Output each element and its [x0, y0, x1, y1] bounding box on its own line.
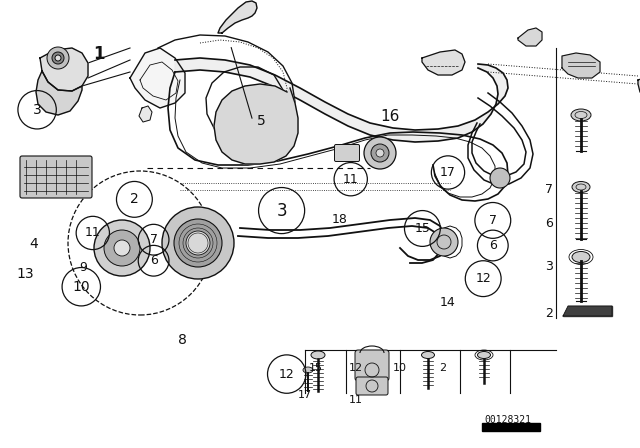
Circle shape: [430, 228, 458, 256]
Text: 10: 10: [392, 363, 406, 373]
Circle shape: [186, 231, 210, 255]
Text: 7: 7: [545, 182, 553, 196]
Text: 1: 1: [93, 45, 105, 63]
Circle shape: [55, 55, 61, 61]
Circle shape: [114, 240, 130, 256]
Circle shape: [162, 207, 234, 279]
Text: 17: 17: [440, 166, 456, 179]
Ellipse shape: [303, 367, 313, 373]
Text: 6: 6: [150, 254, 157, 267]
Ellipse shape: [572, 181, 590, 193]
Text: 2: 2: [545, 307, 553, 320]
Circle shape: [371, 144, 389, 162]
Circle shape: [47, 47, 69, 69]
Text: 3: 3: [545, 260, 553, 273]
Text: 7: 7: [150, 233, 157, 246]
Polygon shape: [563, 306, 612, 316]
Text: 17: 17: [298, 390, 312, 400]
Polygon shape: [562, 53, 600, 78]
Ellipse shape: [572, 251, 590, 263]
Text: 4: 4: [29, 237, 38, 251]
FancyBboxPatch shape: [20, 156, 92, 198]
Bar: [482, 423, 540, 431]
Text: 6: 6: [545, 216, 553, 230]
Polygon shape: [214, 84, 298, 164]
Text: 2: 2: [439, 363, 447, 373]
Text: 11: 11: [343, 172, 358, 186]
Text: 7: 7: [489, 214, 497, 227]
Text: 8: 8: [178, 333, 187, 348]
Text: 12: 12: [349, 363, 363, 373]
Polygon shape: [638, 76, 640, 100]
Text: 6: 6: [489, 239, 497, 252]
Text: 15: 15: [415, 222, 430, 235]
Ellipse shape: [311, 351, 325, 359]
FancyBboxPatch shape: [335, 145, 360, 161]
Text: 18: 18: [332, 213, 347, 226]
Circle shape: [52, 52, 64, 64]
Ellipse shape: [422, 352, 435, 358]
Text: 12: 12: [279, 367, 294, 381]
Text: 9: 9: [79, 261, 87, 275]
Ellipse shape: [477, 352, 490, 358]
Circle shape: [376, 149, 384, 157]
FancyBboxPatch shape: [355, 350, 389, 381]
Ellipse shape: [571, 109, 591, 121]
Polygon shape: [130, 48, 185, 108]
Polygon shape: [218, 1, 257, 33]
Circle shape: [364, 137, 396, 169]
Polygon shape: [422, 50, 465, 75]
Polygon shape: [175, 58, 508, 142]
Polygon shape: [518, 28, 542, 46]
Text: 15: 15: [309, 363, 323, 373]
Polygon shape: [40, 48, 88, 91]
Text: 00128321: 00128321: [484, 415, 531, 425]
Text: 14: 14: [440, 296, 456, 309]
Text: 11: 11: [349, 395, 363, 405]
Circle shape: [104, 230, 140, 266]
Polygon shape: [36, 71, 82, 115]
Text: 10: 10: [72, 280, 90, 294]
Circle shape: [490, 168, 510, 188]
Circle shape: [94, 220, 150, 276]
Text: 11: 11: [85, 226, 100, 240]
Text: 2: 2: [130, 192, 139, 207]
Circle shape: [174, 219, 222, 267]
Text: 12: 12: [476, 272, 491, 285]
Text: 3: 3: [33, 103, 42, 117]
Text: 5: 5: [257, 114, 266, 128]
Text: 16: 16: [381, 109, 400, 124]
FancyBboxPatch shape: [356, 377, 388, 395]
Text: 13: 13: [17, 267, 35, 281]
Polygon shape: [139, 106, 152, 122]
Text: 3: 3: [276, 202, 287, 220]
